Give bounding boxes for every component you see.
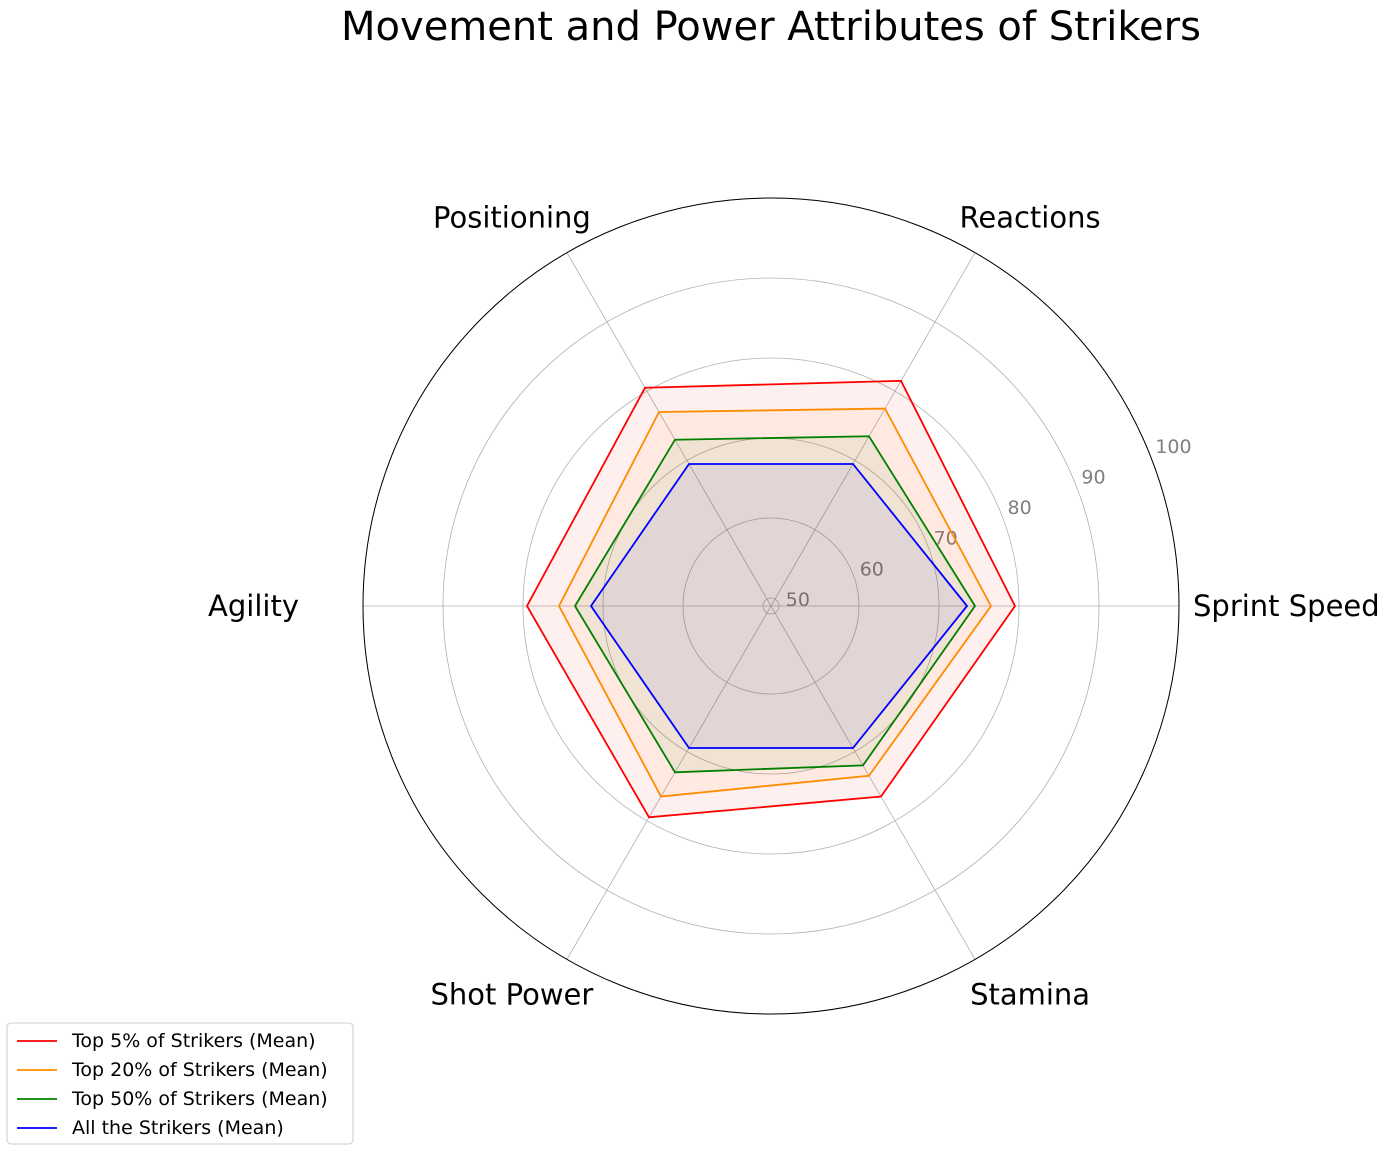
legend-item: Top 20% of Strikers (Mean) (17, 1059, 328, 1081)
chart-title: Movement and Power Attributes of Striker… (341, 4, 1201, 50)
series-fill-all-the-strikers-mean (591, 463, 967, 749)
legend-frame (6, 1022, 354, 1145)
legend-item: All the Strikers (Mean) (17, 1117, 284, 1139)
legend-item: Top 5% of Strikers (Mean) (17, 1030, 316, 1052)
legend-label: Top 50% of Strikers (Mean) (71, 1088, 328, 1110)
legend-label: Top 5% of Strikers (Mean) (71, 1030, 316, 1052)
series-line-all-the-strikers-mean (589, 463, 969, 749)
series-line-top-20-of-strikers-mean (557, 407, 993, 798)
axis-label-stamina: Stamina (970, 978, 1090, 1012)
series-fill-top-5-of-strikers-mean (527, 380, 1015, 818)
spoke-stamina (770, 605, 976, 960)
legend: Top 5% of Strikers (Mean) Top 20% of Stri… (6, 1022, 354, 1145)
axis-label-reactions: Reactions (960, 200, 1101, 234)
outer-frame (362, 197, 1180, 1015)
axis-label-shot-power: Shot Power (431, 978, 594, 1012)
legend-label: Top 20% of Strikers (Mean) (71, 1059, 328, 1081)
axis-labels: Sprint Speed Reactions Positioning Agility S… (208, 200, 1380, 1011)
series-fill-top-50-of-strikers-mean (575, 436, 975, 773)
axis-label-positioning: Positioning (433, 200, 591, 234)
spoke-positioning (566, 252, 772, 607)
r-tick-label: 80 (1008, 497, 1032, 519)
legend-label: All the Strikers (Mean) (72, 1117, 284, 1139)
r-tick-label: 60 (860, 558, 884, 580)
r-tick-label: 100 (1155, 436, 1191, 458)
spoke-shot-power (566, 605, 772, 960)
axis-label-sprint-speed: Sprint Speed (1193, 589, 1380, 623)
series-line-top-50-of-strikers-mean (573, 435, 977, 774)
spoke-reactions (770, 252, 976, 607)
axis-label-agility: Agility (208, 589, 299, 623)
series-line-top-5-of-strikers-mean (525, 379, 1017, 819)
r-tick-label: 90 (1081, 466, 1105, 488)
radar-series (525, 379, 1017, 819)
series-fill-top-20-of-strikers-mean (559, 408, 991, 797)
r-tick-label: 50 (786, 589, 810, 611)
legend-item: Top 50% of Strikers (Mean) (17, 1088, 328, 1110)
legend-items: Top 5% of Strikers (Mean) Top 20% of Stri… (17, 1030, 328, 1139)
